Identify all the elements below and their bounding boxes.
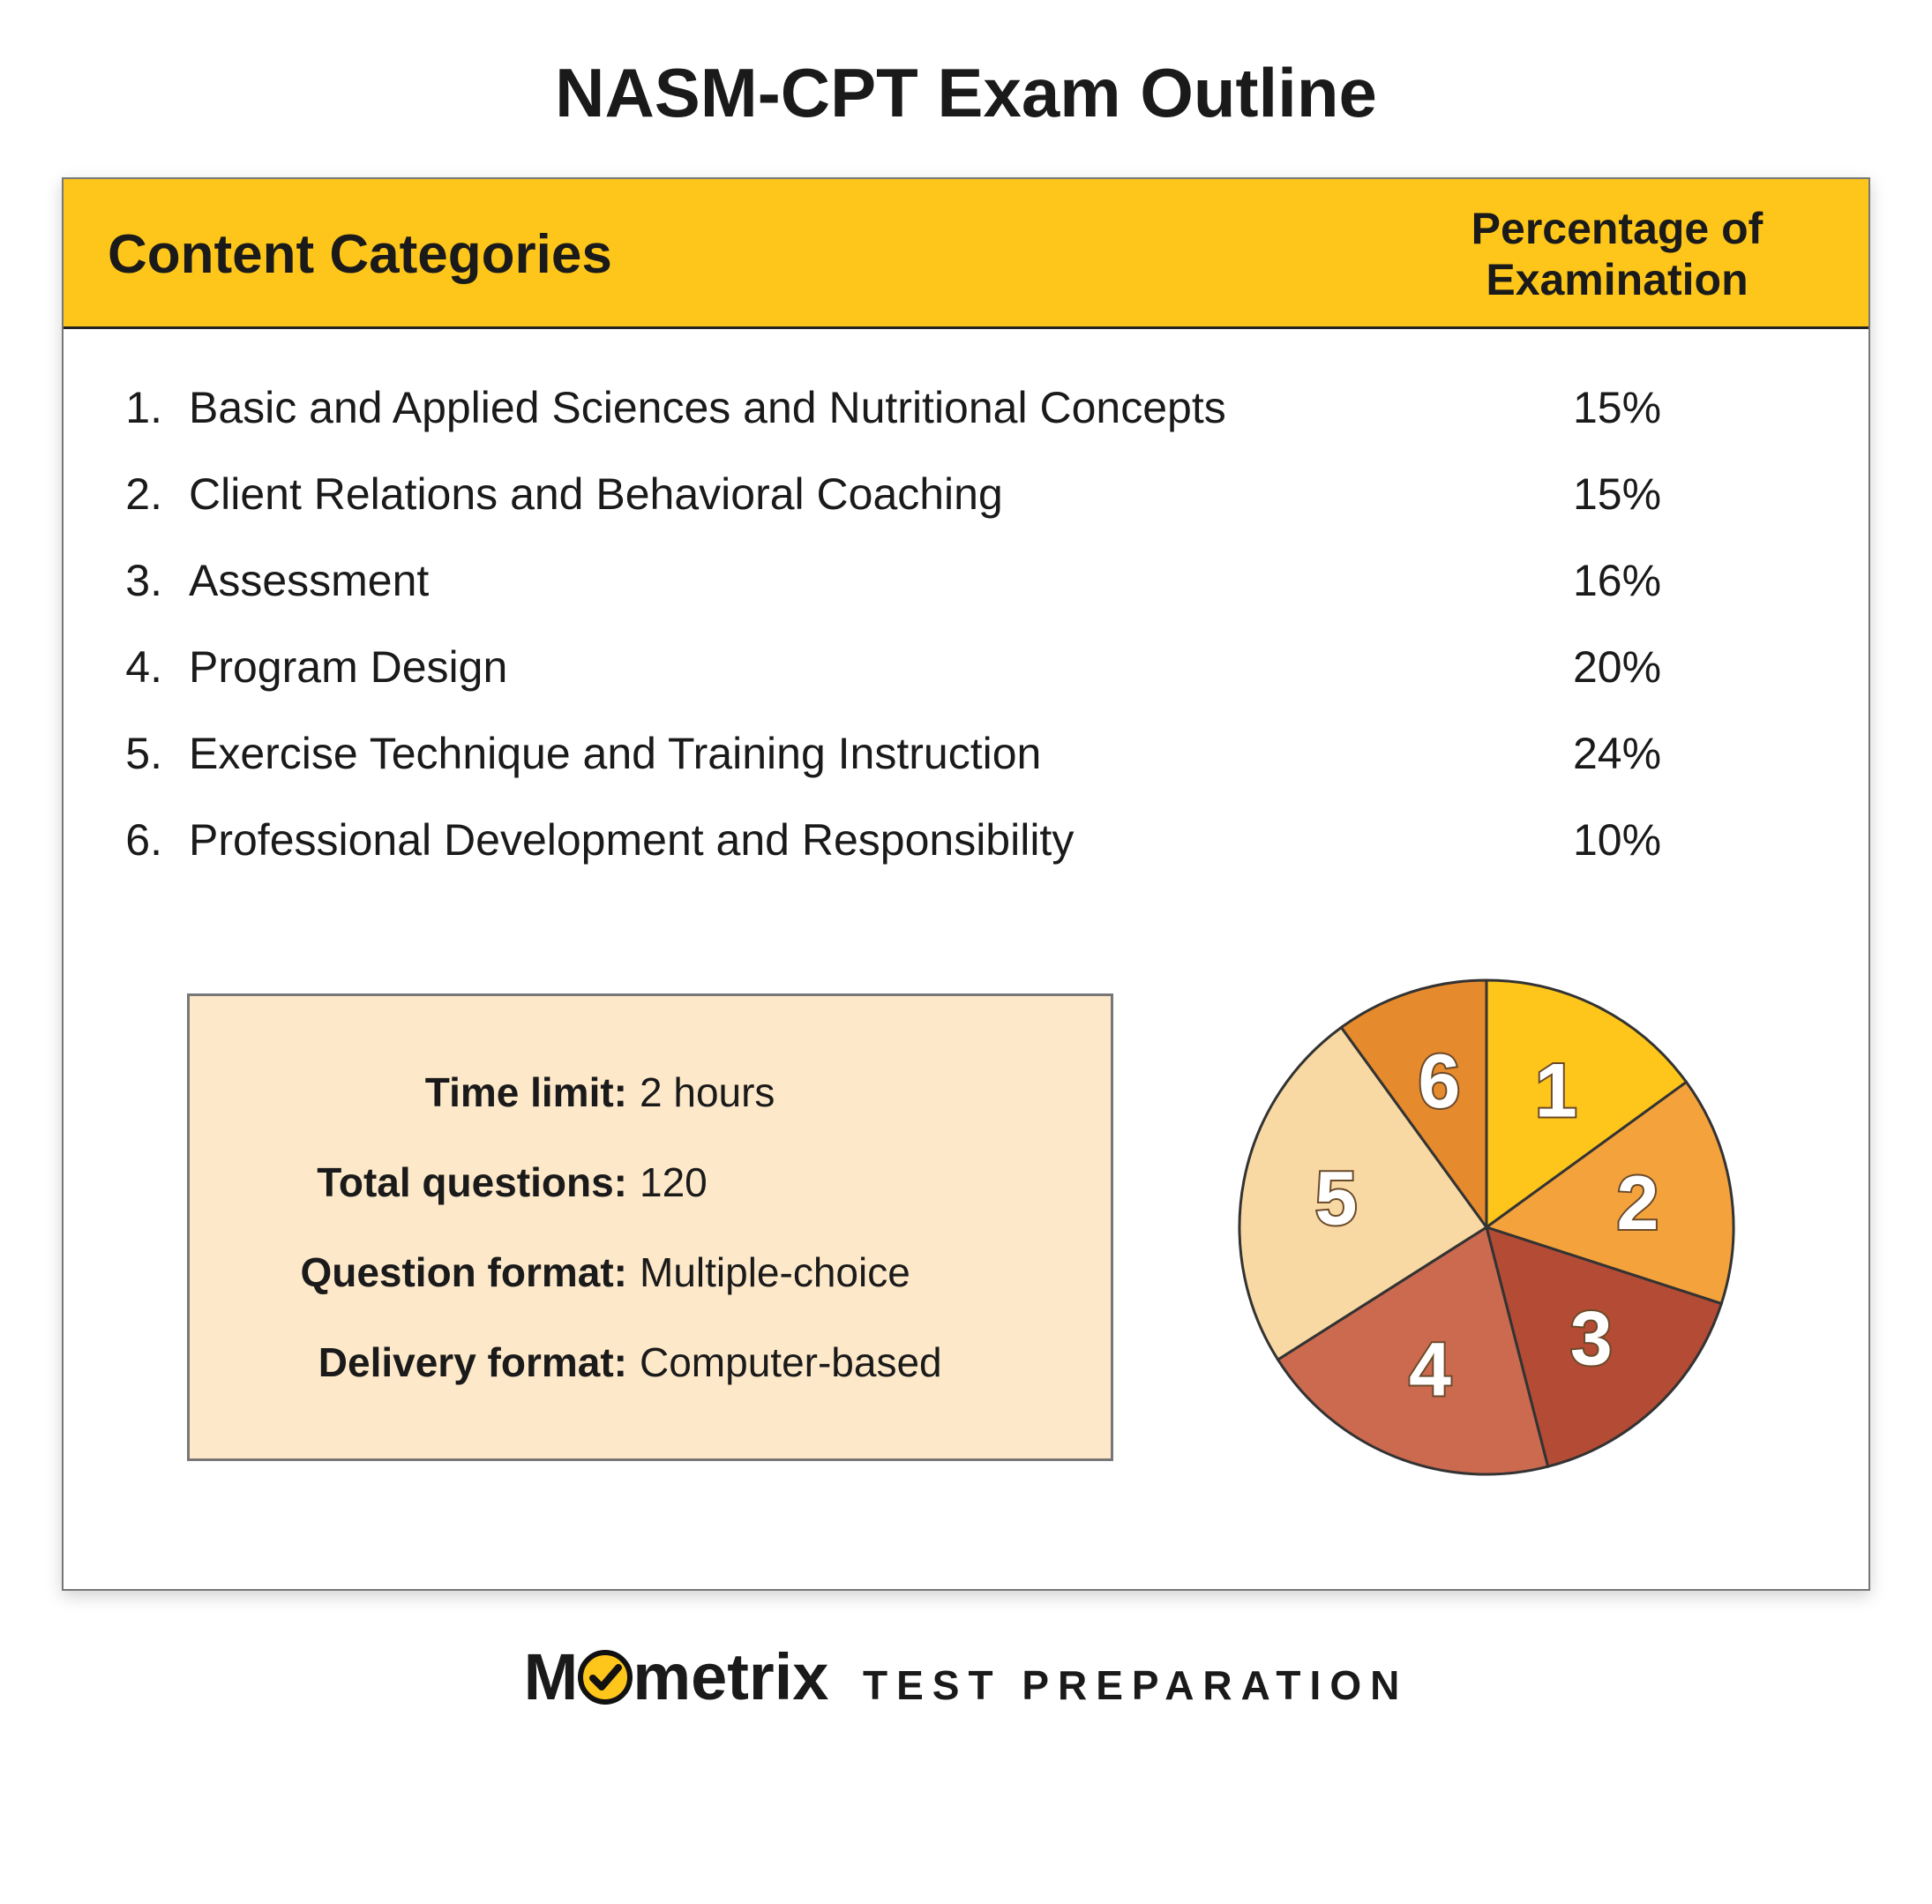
detail-label: Delivery format: — [251, 1338, 640, 1386]
row-number: 1. — [108, 382, 169, 433]
pie-chart: 123 4 56 — [1204, 945, 1769, 1510]
category-rows: 1. Basic and Applied Sciences and Nutriti… — [64, 329, 1868, 892]
table-row: 5. Exercise Technique and Training Instru… — [108, 710, 1824, 797]
logo: Mmetrix TEST PREPARATION — [62, 1639, 1870, 1720]
detail-label: Time limit: — [251, 1068, 640, 1116]
row-number: 5. — [108, 728, 169, 779]
pie-label: 6 — [1418, 1039, 1460, 1124]
pie-label: 5 — [1315, 1156, 1358, 1241]
table-row: 1. Basic and Applied Sciences and Nutriti… — [108, 364, 1824, 451]
row-pct: 15% — [1410, 469, 1824, 520]
row-label: Program Design — [189, 641, 1410, 693]
row-number: 3. — [108, 555, 169, 606]
detail-row: Delivery format:Computer-based — [251, 1317, 1049, 1407]
logo-brand: Mmetrix — [524, 1640, 847, 1713]
detail-value: Multiple-choice — [640, 1248, 1049, 1296]
table-row: 4. Program Design20% — [108, 624, 1824, 710]
detail-label: Total questions: — [251, 1158, 640, 1206]
pie-label: 3 — [1570, 1297, 1613, 1382]
pie-label: 4 — [1409, 1327, 1451, 1412]
detail-row: Total questions:120 — [251, 1137, 1049, 1227]
lower-section: Time limit:2 hoursTotal questions:120Que… — [64, 892, 1868, 1589]
table-header: Content Categories Percentage of Examina… — [64, 179, 1868, 329]
row-number: 6. — [108, 814, 169, 866]
exam-details-box: Time limit:2 hoursTotal questions:120Que… — [187, 993, 1113, 1461]
row-number: 2. — [108, 469, 169, 520]
detail-row: Time limit:2 hours — [251, 1047, 1049, 1137]
pie-label: 2 — [1617, 1161, 1659, 1246]
row-pct: 20% — [1410, 641, 1824, 693]
header-content-categories: Content Categories — [108, 223, 1410, 286]
row-label: Assessment — [189, 555, 1410, 606]
table-row: 3. Assessment16% — [108, 537, 1824, 624]
row-label: Exercise Technique and Training Instruct… — [189, 728, 1410, 779]
row-label: Professional Development and Responsibil… — [189, 814, 1410, 866]
table-row: 6. Professional Development and Responsib… — [108, 797, 1824, 883]
row-pct: 10% — [1410, 814, 1824, 866]
logo-m-pre: M — [524, 1640, 579, 1713]
outline-card: Content Categories Percentage of Examina… — [62, 177, 1870, 1591]
detail-value: Computer-based — [640, 1338, 1049, 1386]
detail-value: 2 hours — [640, 1068, 1049, 1116]
row-label: Client Relations and Behavioral Coaching — [189, 469, 1410, 520]
logo-m-post: metrix — [633, 1640, 828, 1713]
row-number: 4. — [108, 641, 169, 693]
detail-value: 120 — [640, 1158, 1049, 1206]
table-row: 2. Client Relations and Behavioral Coachi… — [108, 451, 1824, 537]
pie-label: 1 — [1535, 1048, 1577, 1133]
row-pct: 24% — [1410, 728, 1824, 779]
detail-row: Question format:Multiple-choice — [251, 1227, 1049, 1317]
logo-sub: TEST PREPARATION — [863, 1662, 1408, 1708]
header-percentage: Percentage of Examination — [1410, 204, 1824, 305]
row-pct: 15% — [1410, 382, 1824, 433]
detail-label: Question format: — [251, 1248, 640, 1296]
row-label: Basic and Applied Sciences and Nutrition… — [189, 382, 1410, 433]
pie-chart-wrap: 123 4 56 — [1184, 945, 1789, 1510]
row-pct: 16% — [1410, 555, 1824, 606]
page-title: NASM-CPT Exam Outline — [62, 53, 1870, 133]
logo-o-icon — [578, 1645, 633, 1720]
